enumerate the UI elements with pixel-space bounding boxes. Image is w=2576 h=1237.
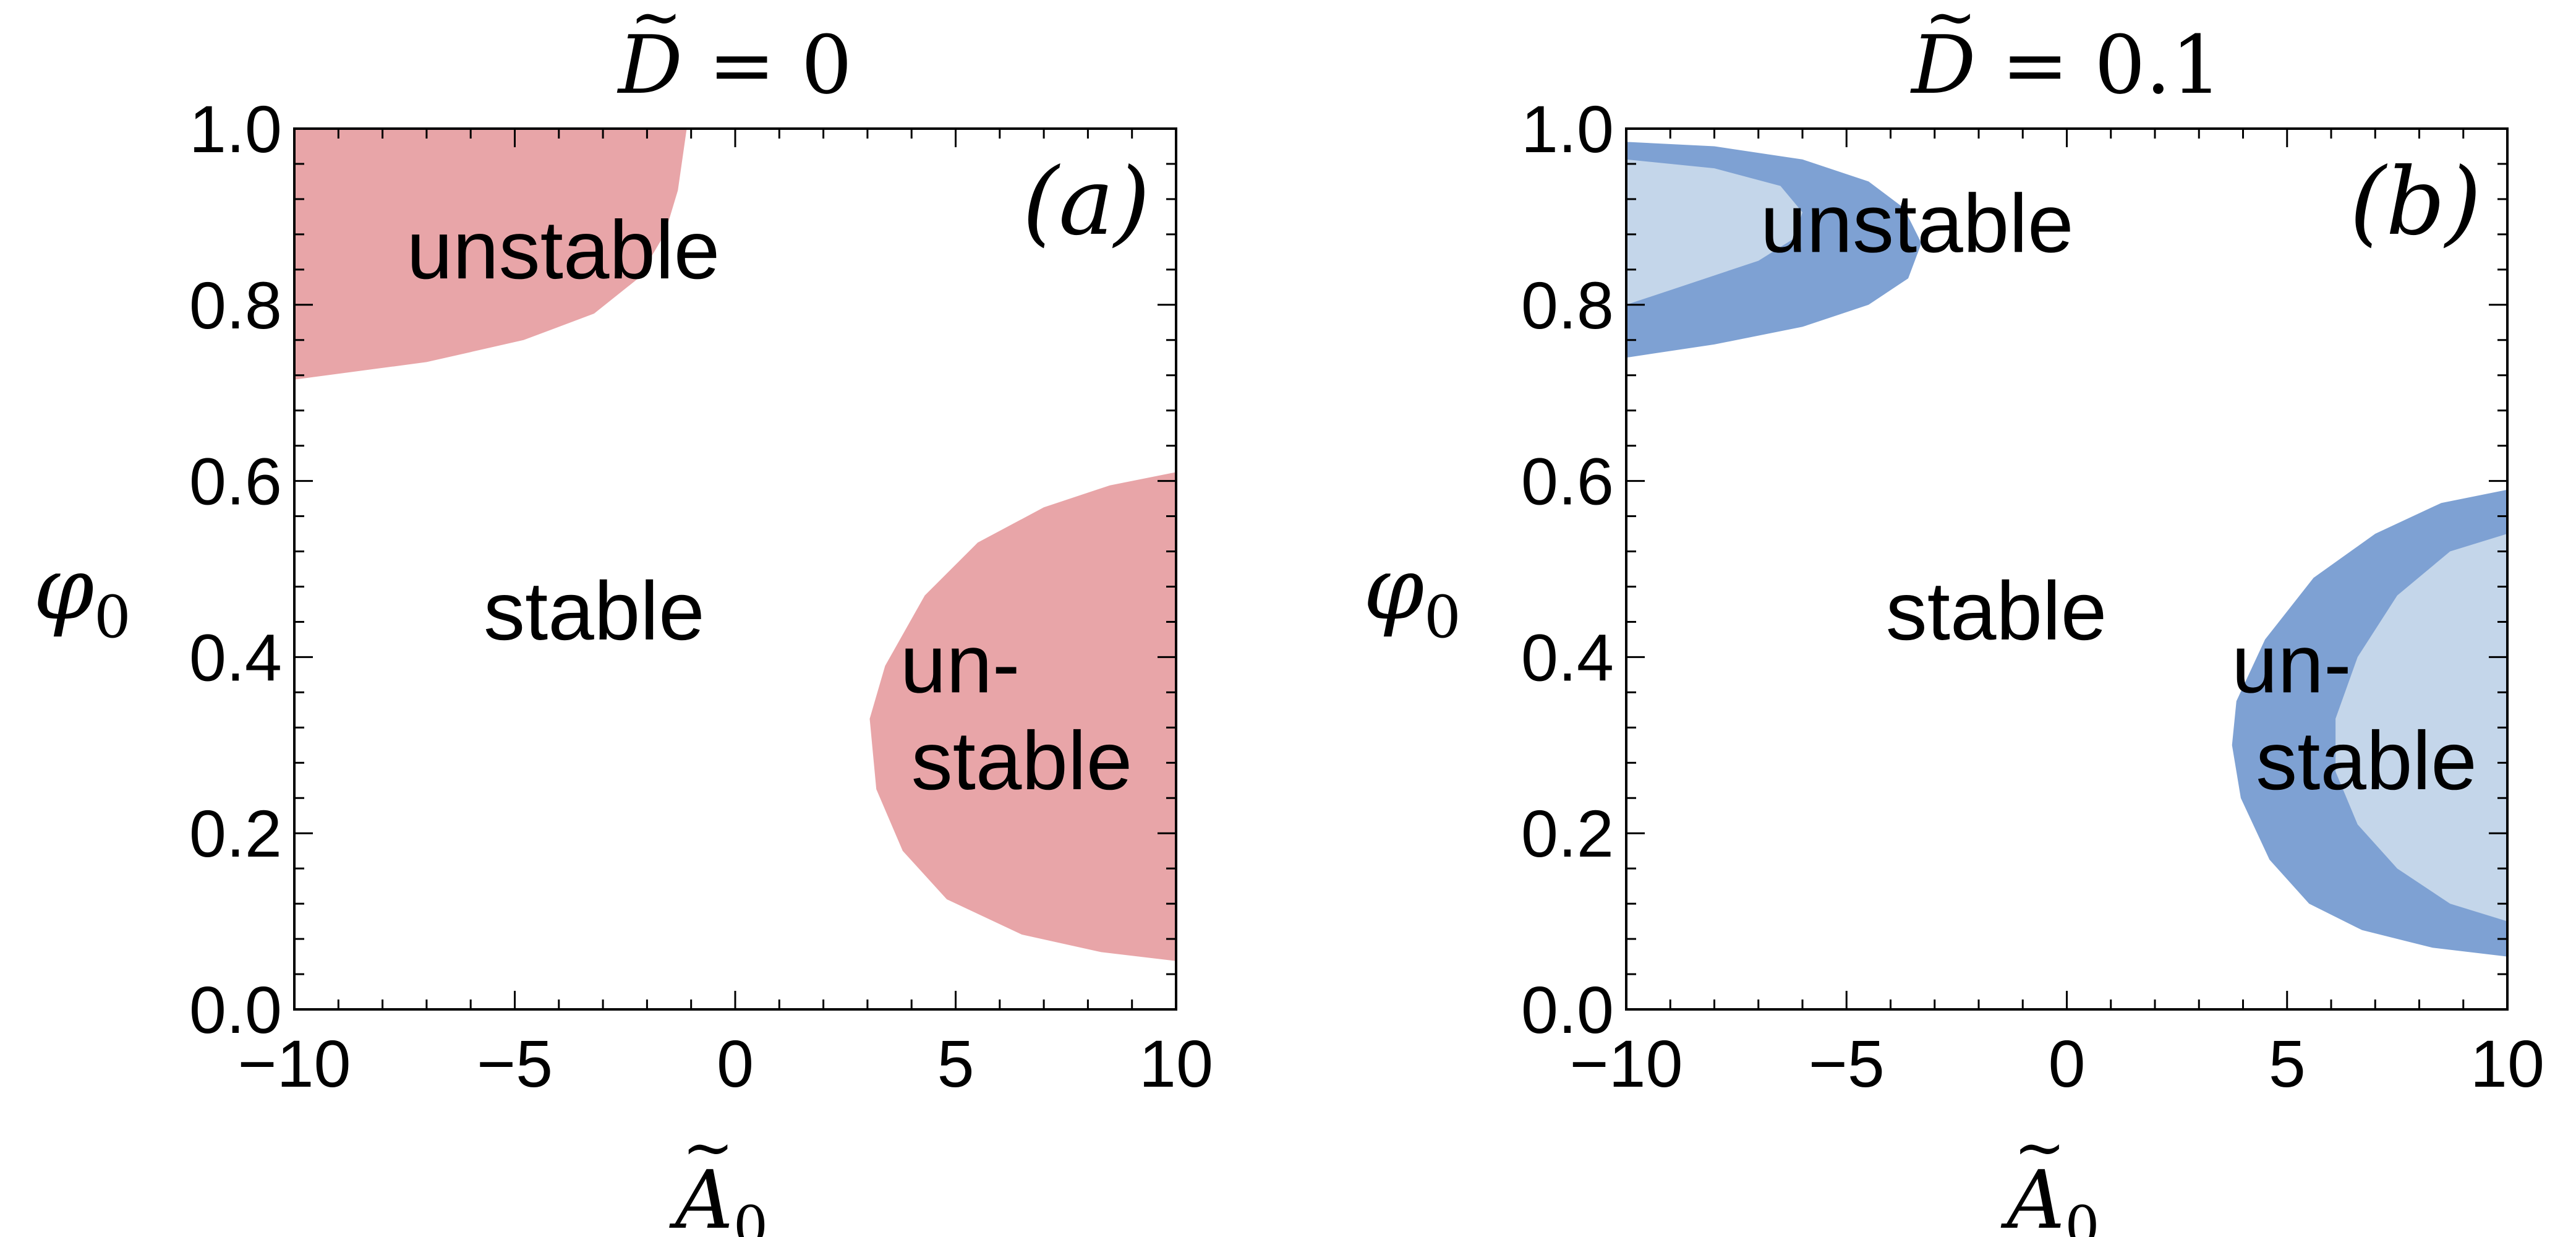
title-value: = 0 [683, 18, 852, 112]
y-tick-label: 0.2 [1521, 796, 1614, 871]
plot-frame [293, 127, 1177, 1011]
region-group [294, 129, 1176, 961]
region-unstable [294, 129, 687, 380]
x-axis-subscript: 0 [2065, 1194, 2099, 1237]
x-tick-label: −10 [1569, 1026, 1683, 1101]
region-unstable-inner [1626, 159, 1802, 305]
region-annotation: un- [2232, 618, 2352, 710]
x-axis-subscript: 0 [733, 1194, 768, 1237]
x-tick-label: −10 [237, 1026, 351, 1101]
region-annotation: stable [484, 565, 705, 657]
x-tick-label: 5 [937, 1026, 974, 1101]
x-tick-label: −5 [1809, 1026, 1885, 1101]
region-annotation: stable [911, 715, 1133, 807]
y-axis-label: φ0 [33, 539, 131, 651]
region-unstable-inner [2335, 534, 2507, 922]
plot-frame [1625, 127, 2509, 1011]
panel-label: (b) [2350, 148, 2481, 256]
y-axis-label: φ0 [1363, 539, 1461, 651]
x-tick-label: 0 [2048, 1026, 2085, 1101]
x-tick-label: 0 [717, 1026, 754, 1101]
chart-panel-a: −10 −5 0 5 10 0.0 0.2 0.4 0.6 0.8 1.0 unstable stabl… [33, 0, 1213, 1237]
x-tick-label: 10 [1139, 1026, 1213, 1101]
title-value: = 0.1 [1976, 18, 2222, 112]
y-axis-symbol: φ [33, 539, 94, 640]
x-axis-label: A0 [2001, 1153, 2100, 1237]
x-axis-symbol: A [2001, 1153, 2065, 1237]
region-group [1626, 142, 2507, 957]
y-tick-label: 0.8 [1521, 268, 1614, 343]
x-tick-label: 10 [2470, 1026, 2544, 1101]
x-axis-label: A0 [669, 1153, 768, 1237]
region-annotation: un- [900, 618, 1020, 710]
y-tick-label: 0.6 [1521, 444, 1614, 519]
chart-title: D = 0.1 [1910, 18, 2222, 112]
title-symbol: D [617, 18, 683, 112]
chart-title: D = 0 [617, 18, 853, 112]
y-tick-label: 0.0 [1521, 972, 1614, 1047]
x-tick-label: 5 [2269, 1026, 2306, 1101]
x-axis-tilde: ~ [682, 1111, 734, 1184]
y-tick-label: 0.6 [189, 444, 282, 519]
tick-marks [293, 127, 1177, 1011]
title-symbol: D [1910, 18, 1976, 112]
y-axis-symbol: φ [1363, 539, 1424, 640]
region-annotation: unstable [1760, 178, 2074, 270]
x-axis-tilde: ~ [2014, 1111, 2066, 1184]
region-annotation: unstable [407, 204, 720, 296]
y-axis-subscript: 0 [1424, 584, 1461, 651]
region-annotation: stable [1886, 565, 2107, 657]
y-tick-label: 0.4 [1521, 620, 1614, 695]
y-tick-label: 1.0 [1521, 92, 1614, 166]
panel-label: (a) [1023, 148, 1150, 256]
x-tick-label: −5 [477, 1026, 553, 1101]
chart-panel-b: −10 −5 0 5 10 0.0 0.2 0.4 0.6 0.8 1.0 unstable stabl… [1363, 0, 2544, 1237]
title-tilde: ~ [1925, 0, 1977, 53]
y-tick-label: 1.0 [189, 92, 282, 166]
y-tick-label: 0.8 [189, 268, 282, 343]
y-tick-label: 0.4 [189, 620, 282, 695]
x-axis-symbol: A [669, 1153, 733, 1237]
y-tick-label: 0.0 [189, 972, 282, 1047]
region-unstable [869, 472, 1176, 961]
region-annotation: stable [2256, 715, 2477, 807]
y-axis-subscript: 0 [94, 584, 131, 651]
y-tick-label: 0.2 [189, 796, 282, 871]
title-tilde: ~ [630, 0, 682, 53]
